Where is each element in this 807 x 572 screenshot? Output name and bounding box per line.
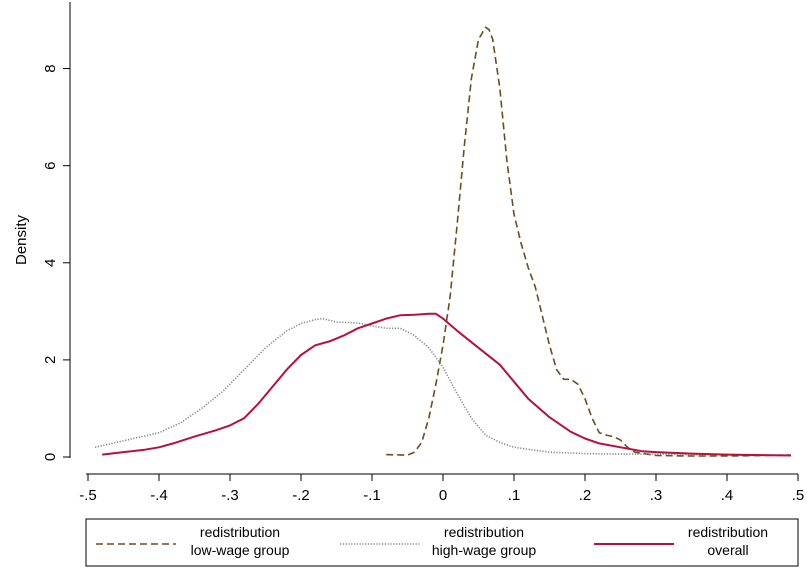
x-tick-label: .2 <box>579 487 592 504</box>
x-tick-label: -.2 <box>292 487 310 504</box>
legend-label-2: high-wage group <box>432 542 537 558</box>
x-tick-label: .5 <box>792 487 805 504</box>
y-axis: 0 2 4 6 8 <box>42 2 71 461</box>
y-tick-label: 6 <box>42 161 59 169</box>
y-tick-label: 4 <box>42 259 59 267</box>
x-axis: -.5 -.4 -.3 -.2 -.1 0 .1 .2 .3 .4 .5 <box>79 473 805 504</box>
legend-label-3: redistribution <box>688 524 768 540</box>
x-tick-label: 0 <box>439 487 447 504</box>
x-tick-label: .4 <box>721 487 734 504</box>
series-layer <box>94 26 791 457</box>
series-line-3 <box>102 312 791 457</box>
legend-box <box>85 518 799 567</box>
y-tick-label: 2 <box>42 356 59 364</box>
y-tick-label: 0 <box>42 453 59 461</box>
legend-label-1: low-wage group <box>191 542 290 558</box>
legend-label-1: redistribution <box>200 524 280 540</box>
x-tick-label: -.4 <box>150 487 168 504</box>
legend-label-2: redistribution <box>444 524 524 540</box>
y-tick-label: 8 <box>42 64 59 72</box>
y-axis-label: Density <box>13 214 30 265</box>
legend-label-3: overall <box>707 542 748 558</box>
x-tick-label: .3 <box>650 487 663 504</box>
x-tick-label: .1 <box>508 487 521 504</box>
x-tick-label: -.3 <box>221 487 239 504</box>
x-tick-label: -.1 <box>363 487 381 504</box>
x-tick-label: -.5 <box>79 487 97 504</box>
legend: redistribution low-wage group redistributi… <box>85 518 799 567</box>
